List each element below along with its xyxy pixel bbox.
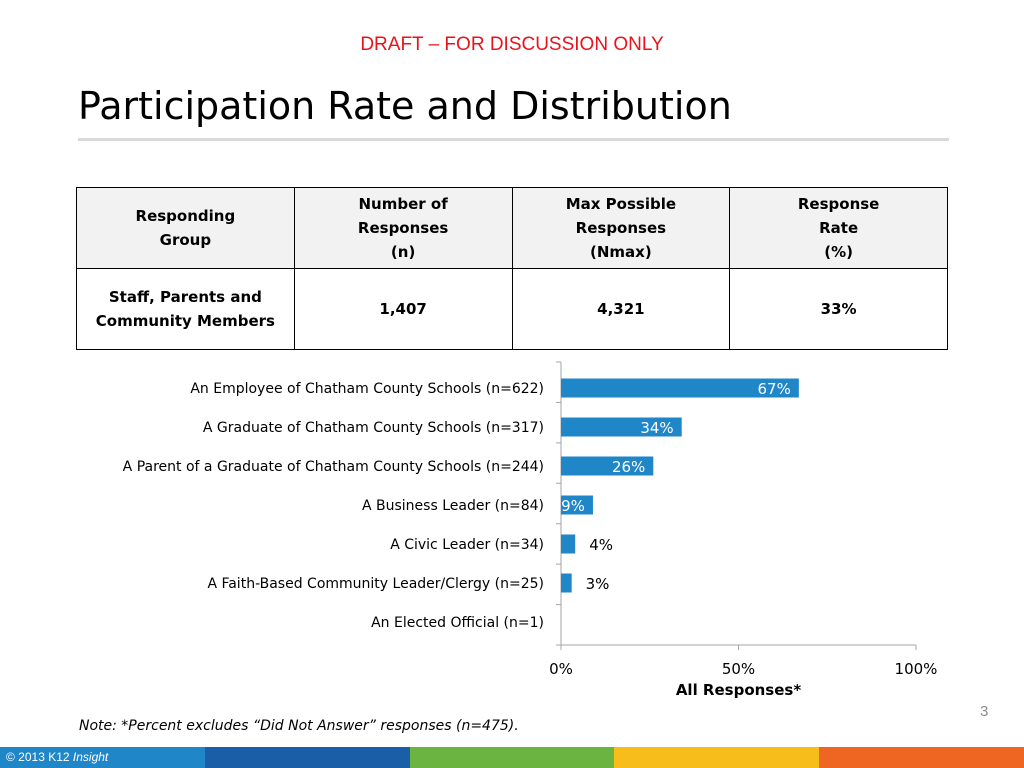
bar bbox=[561, 456, 654, 476]
category-label: A Graduate of Chatham County Schools (n=… bbox=[203, 420, 544, 436]
page-number: 3 bbox=[980, 703, 989, 720]
brand-text: Insight bbox=[72, 750, 109, 764]
data-label: 67% bbox=[758, 380, 791, 398]
bar bbox=[561, 573, 572, 593]
data-label: 4% bbox=[589, 536, 613, 554]
cell-response-rate: 33% bbox=[729, 268, 948, 350]
bar bbox=[561, 495, 593, 515]
table-header-row: Responding Group Number of Responses (n)… bbox=[76, 187, 948, 269]
footer-stripe-segment bbox=[819, 747, 1024, 768]
draft-label: DRAFT – FOR DISCUSSION ONLY bbox=[360, 34, 664, 55]
bar bbox=[561, 417, 682, 437]
footer-stripe bbox=[0, 747, 1024, 768]
x-axis-label: All Responses* bbox=[676, 681, 802, 699]
cell-number-of-responses: 1,407 bbox=[293, 268, 513, 350]
bar bbox=[561, 534, 576, 554]
header-response-rate: Response Rate (%) bbox=[729, 187, 948, 269]
header-responding-group: Responding Group bbox=[76, 187, 295, 269]
distribution-bar-chart: An Employee of Chatham County Schools (n… bbox=[123, 361, 938, 699]
bar bbox=[561, 378, 799, 398]
footer-stripe-segment bbox=[409, 747, 615, 768]
header-number-of-responses: Number of Responses (n) bbox=[293, 187, 513, 269]
category-label: An Elected Official (n=1) bbox=[371, 615, 544, 631]
x-tick-label: 50% bbox=[722, 660, 755, 678]
header-max-possible-responses: Max Possible Responses (Nmax) bbox=[511, 187, 731, 269]
cell-max-possible-responses: 4,321 bbox=[511, 268, 731, 350]
x-tick-label: 100% bbox=[895, 660, 938, 678]
data-label: 3% bbox=[586, 575, 610, 593]
category-label: An Employee of Chatham County Schools (n… bbox=[190, 381, 544, 397]
page-title: Participation Rate and Distribution bbox=[78, 84, 732, 128]
category-label: A Business Leader (n=84) bbox=[362, 498, 544, 514]
footer-stripe-segment bbox=[204, 747, 410, 768]
data-label: 9% bbox=[561, 497, 585, 515]
x-tick-label: 0% bbox=[549, 660, 573, 678]
copyright-text: © 2013 K12 bbox=[6, 750, 70, 764]
footer-copyright: © 2013 K12 Insight bbox=[6, 750, 108, 764]
category-label: A Parent of a Graduate of Chatham County… bbox=[123, 459, 544, 475]
footnote: Note: *Percent excludes “Did Not Answer”… bbox=[79, 718, 519, 734]
footer-stripe-segment bbox=[614, 747, 820, 768]
footer-stripe-segment bbox=[0, 747, 205, 768]
data-label: 34% bbox=[640, 419, 673, 437]
category-label: A Faith-Based Community Leader/Clergy (n… bbox=[207, 576, 544, 592]
cell-responding-group: Staff, Parents and Community Members bbox=[76, 268, 295, 350]
category-label: A Civic Leader (n=34) bbox=[390, 537, 544, 553]
table-row: Staff, Parents and Community Members 1,4… bbox=[76, 268, 948, 350]
title-divider bbox=[78, 138, 949, 141]
data-label: 26% bbox=[612, 458, 645, 476]
summary-table: Responding Group Number of Responses (n)… bbox=[76, 187, 948, 350]
